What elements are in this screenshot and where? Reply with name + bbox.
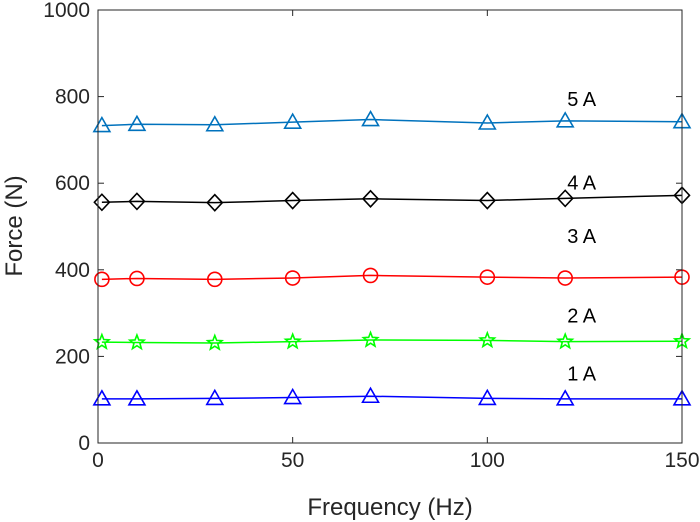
data-point-triangle bbox=[477, 388, 497, 406]
y-tick-label: 400 bbox=[55, 259, 90, 282]
series-line bbox=[101, 118, 683, 127]
x-tick-label: 150 bbox=[664, 449, 699, 472]
series-label: 5 A bbox=[567, 89, 597, 111]
series-1a bbox=[92, 386, 692, 406]
series-line bbox=[101, 194, 683, 204]
series-5a bbox=[92, 109, 692, 133]
data-point-triangle bbox=[361, 109, 380, 127]
x-tick-label: 50 bbox=[281, 449, 304, 472]
data-point-diamond bbox=[206, 193, 224, 212]
data-point-circle bbox=[207, 271, 223, 288]
y-tick-label: 1000 bbox=[43, 0, 90, 22]
data-point-diamond bbox=[361, 189, 380, 208]
data-point-circle bbox=[362, 267, 379, 284]
y-axis-label: Force (N) bbox=[1, 175, 28, 276]
data-point-circle bbox=[479, 269, 496, 285]
y-tick-label: 0 bbox=[78, 432, 90, 455]
data-point-star bbox=[283, 331, 302, 350]
plot-frame bbox=[97, 9, 683, 444]
data-point-diamond bbox=[128, 192, 146, 211]
series-label: 3 A bbox=[567, 226, 597, 248]
y-tick-label: 200 bbox=[55, 345, 90, 368]
data-point-triangle bbox=[477, 113, 497, 130]
data-point-triangle bbox=[283, 387, 303, 405]
data-point-circle bbox=[557, 270, 574, 286]
series-2a bbox=[92, 330, 692, 351]
data-point-triangle bbox=[127, 389, 147, 406]
data-point-diamond bbox=[478, 191, 496, 210]
x-tick-label: 0 bbox=[92, 449, 104, 472]
data-point-triangle bbox=[205, 115, 225, 132]
data-point-star bbox=[555, 331, 575, 350]
data-point-triangle bbox=[205, 388, 225, 406]
series-line bbox=[101, 339, 683, 344]
data-point-diamond bbox=[284, 191, 302, 210]
annotation-layer: 1 A 2 A 3 A 4 A 5 A bbox=[567, 89, 597, 386]
data-point-star bbox=[478, 330, 497, 349]
data-point-diamond bbox=[556, 189, 574, 208]
y-tick-label: 600 bbox=[55, 172, 90, 195]
x-axis-label: Frequency (Hz) bbox=[307, 494, 472, 521]
data-point-triangle bbox=[555, 389, 575, 406]
data-point-triangle bbox=[555, 111, 575, 128]
axes-layer: 0 50 100 150 0 200 400 600 800 1000 bbox=[43, 0, 699, 472]
series-line bbox=[101, 274, 683, 281]
series-layer bbox=[92, 109, 692, 406]
series-label: 1 A bbox=[567, 364, 597, 386]
data-point-circle bbox=[94, 271, 110, 288]
data-point-star bbox=[361, 330, 380, 348]
data-point-triangle bbox=[127, 114, 147, 132]
data-point-diamond bbox=[93, 193, 111, 212]
series-3a bbox=[94, 267, 690, 288]
plot-area-background bbox=[98, 10, 682, 443]
data-point-star bbox=[92, 332, 112, 350]
data-point-star bbox=[205, 333, 225, 351]
data-point-circle bbox=[129, 270, 145, 287]
x-tick-label: 100 bbox=[470, 449, 505, 472]
data-point-circle bbox=[284, 270, 301, 286]
data-point-triangle bbox=[283, 112, 303, 129]
data-point-star bbox=[127, 332, 147, 351]
data-point-triangle bbox=[361, 386, 380, 404]
series-label: 2 A bbox=[567, 305, 597, 327]
y-tick-label: 800 bbox=[55, 86, 90, 109]
series-line bbox=[101, 395, 682, 400]
series-label: 4 A bbox=[567, 172, 597, 194]
